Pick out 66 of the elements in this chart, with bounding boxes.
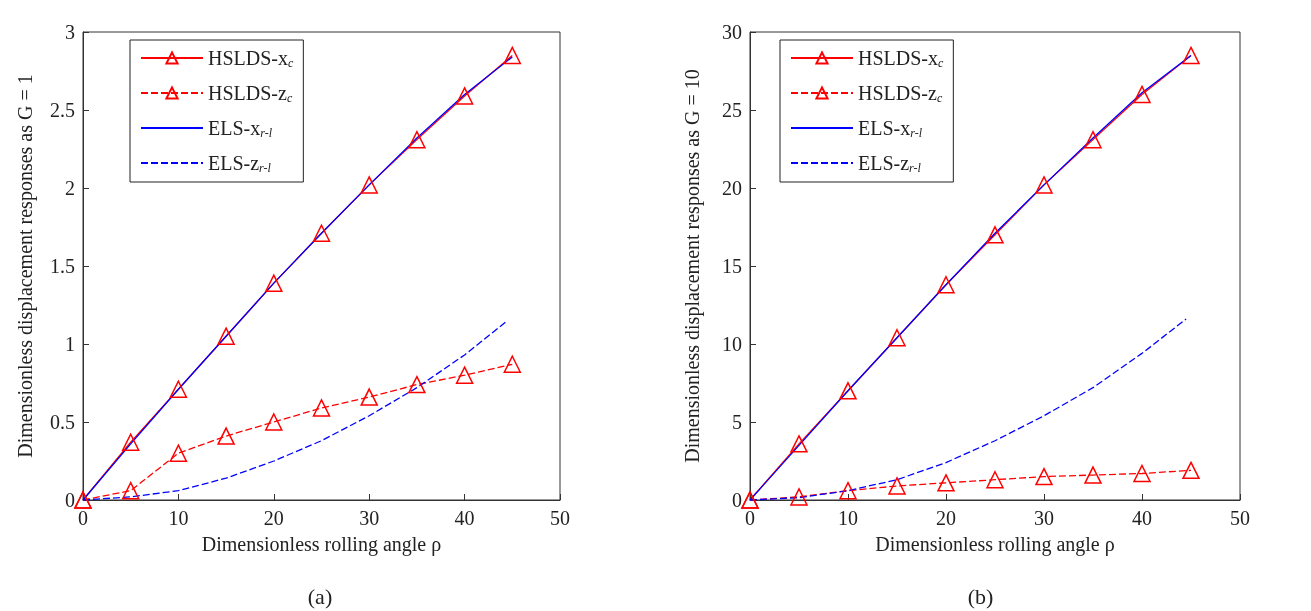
point xyxy=(217,327,235,345)
point xyxy=(1133,85,1151,104)
y-axis-title: Dimensionless displacement responses as G = 10 xyxy=(681,69,704,463)
point xyxy=(312,399,331,417)
x-tick-label: 10 xyxy=(838,507,858,529)
y-tick-label: 25 xyxy=(722,99,742,121)
x-tick-label: 30 xyxy=(359,507,380,529)
text: (b) xyxy=(967,583,994,609)
point xyxy=(265,274,283,292)
point xyxy=(1035,467,1053,486)
point xyxy=(790,435,808,453)
point xyxy=(1133,464,1151,483)
x-tick-label: 10 xyxy=(168,507,189,529)
y-tick-label: 2.5 xyxy=(50,99,75,121)
point xyxy=(360,176,378,194)
point xyxy=(169,380,188,398)
y-axis-title: Dimensionless displacement responses as G = 1 xyxy=(14,74,37,458)
point xyxy=(986,470,1004,489)
point xyxy=(265,413,283,431)
point xyxy=(839,481,857,500)
point xyxy=(937,474,955,492)
point xyxy=(169,444,188,462)
point xyxy=(408,375,426,394)
y-tick-label: 5 xyxy=(732,411,742,433)
y-tick-label: 0 xyxy=(65,489,75,511)
y-tick-label: 0 xyxy=(732,489,742,511)
point xyxy=(217,427,235,445)
point xyxy=(1182,461,1200,480)
x-axis-title: Dimensionless rolling angle ρ xyxy=(201,533,442,556)
point xyxy=(839,382,857,400)
point xyxy=(790,488,808,506)
point xyxy=(312,224,331,242)
point xyxy=(1084,130,1102,149)
y-tick-label: 3 xyxy=(65,21,75,43)
x-tick-label: 50 xyxy=(1230,507,1250,529)
point xyxy=(121,481,140,500)
text: (a) xyxy=(307,583,333,609)
point xyxy=(937,275,955,294)
x-tick-label: 30 xyxy=(1034,507,1054,529)
y-tick-label: 0.5 xyxy=(50,411,75,433)
x-tick-label: 50 xyxy=(550,507,570,529)
point xyxy=(121,433,140,452)
point xyxy=(455,87,474,105)
x-tick-label: 20 xyxy=(263,507,284,529)
point xyxy=(1035,176,1053,194)
y-tick-label: 10 xyxy=(722,333,742,355)
y-tick-label: 2 xyxy=(65,177,75,199)
point xyxy=(888,477,906,495)
point xyxy=(888,329,906,347)
x-tick-label: 40 xyxy=(454,507,475,529)
point xyxy=(408,130,426,149)
point xyxy=(1182,46,1200,65)
point xyxy=(503,46,522,65)
y-tick-label: 1 xyxy=(65,333,75,355)
point xyxy=(455,366,474,384)
y-tick-label: 15 xyxy=(722,255,742,277)
x-tick-label: 40 xyxy=(1132,507,1152,529)
x-axis-title: Dimensionless rolling angle ρ xyxy=(875,533,1115,556)
y-tick-label: 20 xyxy=(722,177,742,199)
point xyxy=(986,226,1004,244)
point xyxy=(503,355,522,374)
y-tick-label: 30 xyxy=(722,21,742,43)
y-tick-label: 1.5 xyxy=(50,255,75,277)
point xyxy=(1084,466,1102,484)
x-tick-label: 20 xyxy=(936,507,956,529)
point xyxy=(360,388,378,406)
